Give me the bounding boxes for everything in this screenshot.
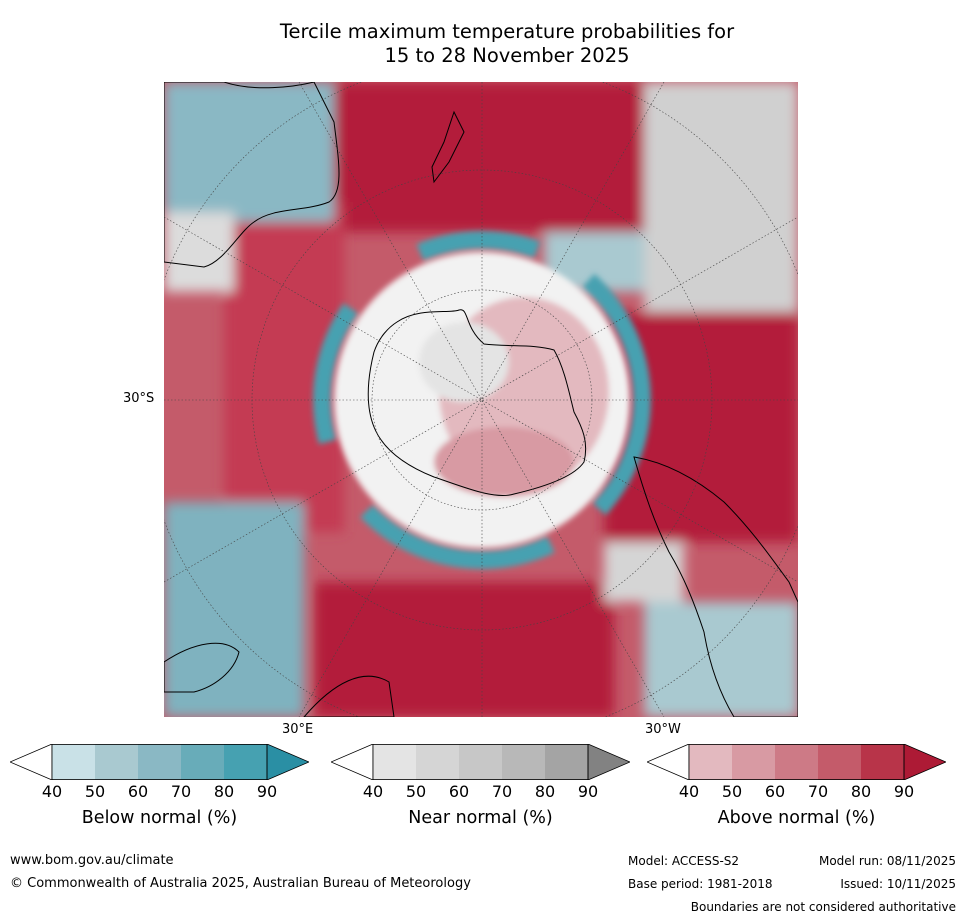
issued-label: Issued: 10/11/2025 — [840, 877, 956, 891]
below-normal-colorbar-max-extend — [266, 744, 309, 780]
probability-map — [164, 82, 798, 717]
antarctic-anomaly — [434, 427, 574, 497]
colorbar-tick-label: 60 — [127, 782, 149, 801]
africa-coastline — [303, 675, 395, 717]
colorbar-tick-label: 50 — [721, 782, 743, 801]
lon-label-30w: 30°W — [645, 722, 681, 737]
new-zealand-coastline — [431, 110, 465, 184]
base-period-label: Base period: 1981-2018 — [628, 877, 773, 891]
website-link[interactable]: www.bom.gov.au/climate — [10, 853, 174, 868]
below-normal-colorbar-segment — [224, 744, 267, 780]
below-normal-colorbar-label: Below normal (%) — [81, 808, 238, 828]
near-normal-colorbar-label: Near normal (%) — [408, 808, 553, 828]
model-label: Model: ACCESS-S2 — [628, 854, 740, 868]
colorbar-tick-label: 50 — [405, 782, 427, 801]
colorbar-tick-label: 80 — [850, 782, 872, 801]
below-normal-colorbar-segment — [181, 744, 224, 780]
below-normal-region — [644, 602, 798, 717]
near-normal-colorbar-segment — [416, 744, 459, 780]
above-normal-colorbar — [647, 744, 946, 780]
near-normal-colorbar-max-extend — [587, 744, 630, 780]
title-line-2: 15 to 28 November 2025 — [384, 44, 630, 67]
near-normal-colorbar-segment — [373, 744, 416, 780]
near-normal-region — [644, 82, 798, 312]
above-normal-region — [314, 582, 614, 717]
near-normal-colorbar-segment — [502, 744, 545, 780]
below-normal-colorbar-segment — [138, 744, 181, 780]
colorbar-tick-label: 40 — [678, 782, 700, 801]
colorbar-tick-label: 40 — [362, 782, 384, 801]
colorbar-tick-label: 90 — [577, 782, 599, 801]
graticule — [164, 82, 798, 717]
antarctic-anomaly — [419, 322, 509, 402]
lat-label-30s: 30°S — [123, 391, 155, 406]
colorbar-tick-label: 70 — [807, 782, 829, 801]
above-normal-colorbar-segment — [732, 744, 775, 780]
below-normal-colorbar-segment — [52, 744, 95, 780]
above-normal-colorbar-min-extend — [647, 744, 690, 780]
above-normal-colorbar-max-extend — [903, 744, 946, 780]
above-normal-region — [324, 82, 654, 232]
colorbar-tick-label: 50 — [84, 782, 106, 801]
near-normal-colorbar — [331, 744, 630, 780]
above-normal-colorbar-segment — [818, 744, 861, 780]
below-normal-colorbar-segment — [95, 744, 138, 780]
colorbar-tick-label: 40 — [41, 782, 63, 801]
near-normal-colorbar-segment — [545, 744, 588, 780]
model-run-label: Model run: 08/11/2025 — [818, 854, 956, 868]
below-normal-colorbar-min-extend — [10, 744, 53, 780]
colorbar-tick-label: 80 — [534, 782, 556, 801]
australia-coastline — [164, 82, 340, 268]
south-america-coastline — [633, 456, 798, 717]
title-line-1: Tercile maximum temperature probabilitie… — [279, 20, 735, 43]
map-title: Tercile maximum temperature probabilitie… — [160, 20, 854, 68]
colorbar-tick-label: 90 — [256, 782, 278, 801]
above-normal-colorbar-segment — [861, 744, 904, 780]
colorbar-tick-label: 60 — [764, 782, 786, 801]
above-normal-colorbar-segment — [775, 744, 818, 780]
near-normal-colorbar-min-extend — [331, 744, 374, 780]
africa-coastline — [164, 642, 240, 693]
above-normal-colorbar-label: Above normal (%) — [717, 808, 876, 828]
disclaimer-text: Boundaries are not considered authoritat… — [690, 900, 956, 914]
colorbar-tick-label: 70 — [491, 782, 513, 801]
antarctica-coastline — [367, 309, 587, 496]
near-normal-region — [604, 542, 684, 602]
copyright-text: © Commonwealth of Australia 2025, Austra… — [10, 876, 471, 891]
above-normal-colorbar-segment — [689, 744, 732, 780]
near-normal-colorbar-segment — [459, 744, 502, 780]
colorbar-tick-label: 60 — [448, 782, 470, 801]
colorbar-tick-label: 70 — [170, 782, 192, 801]
colorbar-tick-label: 90 — [893, 782, 915, 801]
colorbar-tick-label: 80 — [213, 782, 235, 801]
lon-label-30e: 30°E — [282, 722, 314, 737]
below-normal-colorbar — [10, 744, 309, 780]
below-normal-region — [164, 502, 304, 717]
near-normal-region — [164, 212, 234, 292]
